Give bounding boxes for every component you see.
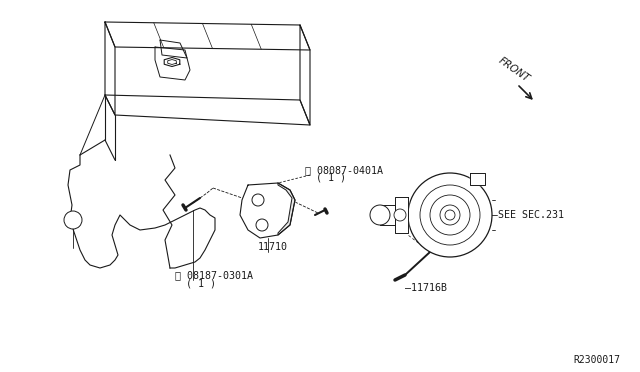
Polygon shape: [278, 183, 295, 235]
Polygon shape: [240, 183, 295, 238]
Polygon shape: [300, 25, 310, 125]
Text: R2300017: R2300017: [573, 355, 620, 365]
Polygon shape: [160, 40, 187, 58]
Circle shape: [408, 173, 492, 257]
Polygon shape: [68, 155, 215, 268]
Polygon shape: [105, 22, 310, 50]
Circle shape: [370, 205, 390, 225]
Circle shape: [64, 211, 82, 229]
Text: SEE SEC.231: SEE SEC.231: [498, 210, 564, 220]
Text: ( 1 ): ( 1 ): [186, 278, 216, 288]
Circle shape: [252, 194, 264, 206]
Text: 11710: 11710: [258, 242, 288, 252]
Polygon shape: [395, 197, 408, 233]
Polygon shape: [155, 47, 190, 80]
Text: ( 1 ): ( 1 ): [316, 173, 346, 183]
Polygon shape: [105, 95, 310, 125]
Polygon shape: [380, 205, 395, 225]
Polygon shape: [105, 22, 115, 115]
Text: Ⓑ 08087-0401A: Ⓑ 08087-0401A: [305, 165, 383, 175]
Circle shape: [394, 209, 406, 221]
Circle shape: [256, 219, 268, 231]
Polygon shape: [470, 173, 485, 185]
Text: Ⓑ 08187-0301A: Ⓑ 08187-0301A: [175, 270, 253, 280]
Polygon shape: [164, 58, 180, 67]
Text: FRONT: FRONT: [497, 56, 532, 84]
Text: —11716B: —11716B: [405, 283, 447, 293]
